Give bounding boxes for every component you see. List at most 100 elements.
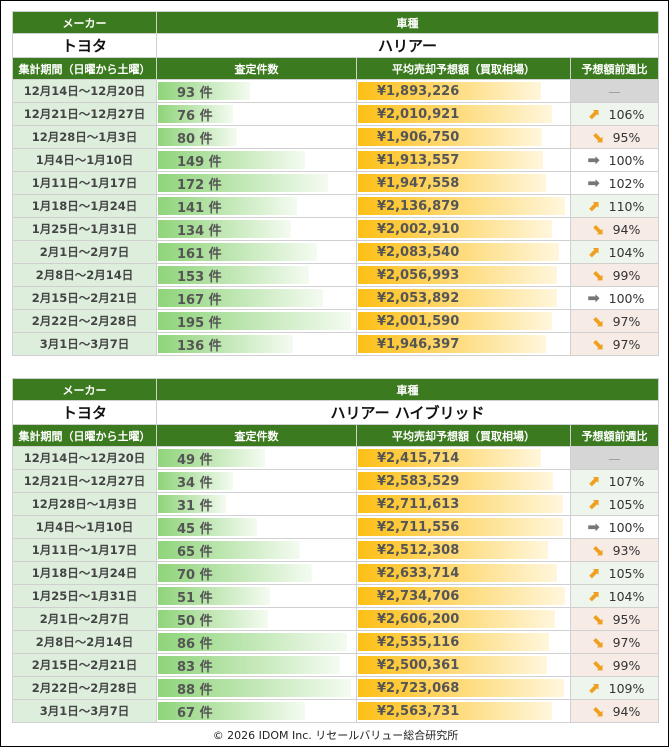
period-column-header: 集計期間（日曜から土曜）: [12, 424, 157, 447]
trend-down-arrow-icon: ⬊: [591, 633, 604, 651]
ratio-value: 106%: [608, 107, 645, 122]
count-bar: [158, 105, 234, 123]
price-bar: [358, 587, 565, 605]
price-cell: ¥2,136,879: [356, 194, 571, 218]
price-cell: ¥1,893,226: [356, 79, 571, 103]
ratio-value: 100%: [608, 291, 645, 306]
ratio-value: 104%: [608, 245, 645, 260]
maker-header: メーカー: [12, 378, 157, 401]
ratio-value: 104%: [608, 589, 645, 604]
price-value: ¥2,083,540: [377, 244, 460, 260]
price-cell: ¥2,535,116: [356, 630, 571, 654]
price-bar: [358, 105, 553, 123]
period-cell: 12月21日〜12月27日: [12, 469, 157, 493]
ratio-column-header: 予想額前週比: [569, 57, 660, 80]
count-bar: [158, 495, 227, 513]
trend-down-arrow-icon: ⬊: [591, 656, 604, 674]
count-value: 31 件: [177, 498, 213, 514]
count-cell: 93 件: [156, 79, 357, 103]
ratio-cell: ⬈ 104%: [569, 584, 660, 608]
ratio-value: 102%: [608, 176, 645, 191]
ratio-value: 99%: [612, 268, 641, 283]
table-row: 12月21日〜12月27日 76 件 ¥2,010,921 ⬈ 106%: [12, 102, 660, 126]
trend-flat-arrow-icon: ➡: [587, 289, 600, 307]
price-bar: [358, 289, 557, 307]
ratio-value: 93%: [612, 543, 641, 558]
count-cell: 195 件: [156, 309, 357, 333]
price-cell: ¥2,083,540: [356, 240, 571, 264]
price-cell: ¥2,512,308: [356, 538, 571, 562]
price-value: ¥2,711,613: [377, 496, 460, 512]
trend-up-arrow-icon: ⬈: [587, 679, 600, 697]
price-cell: ¥1,906,750: [356, 125, 571, 149]
ratio-cell: ⬈ 105%: [569, 561, 660, 585]
table-row: 2月8日〜2月14日 153 件 ¥2,056,993 ⬊ 99%: [12, 263, 660, 287]
period-cell: 12月28日〜1月3日: [12, 125, 157, 149]
model-header: 車種: [155, 378, 660, 401]
model-name: ハリアー ハイブリッド: [155, 400, 660, 425]
ratio-value: 99%: [612, 658, 641, 673]
count-bar: [158, 564, 312, 582]
table-row: 3月1日〜3月7日 67 件 ¥2,563,731 ⬊ 94%: [12, 699, 660, 723]
price-value: ¥1,893,226: [377, 83, 460, 99]
count-bar: [158, 633, 347, 651]
ratio-cell: ⬈ 109%: [569, 676, 660, 700]
count-value: 34 件: [177, 475, 213, 491]
count-bar: [158, 518, 257, 536]
count-value: 83 件: [177, 659, 213, 675]
count-value: 49 件: [177, 452, 213, 468]
ratio-value: 97%: [612, 635, 641, 650]
count-value: 86 件: [177, 636, 213, 652]
price-bar: [358, 197, 565, 215]
count-bar: [158, 472, 233, 490]
ratio-cell: ➡ 100%: [569, 286, 660, 310]
period-cell: 2月22日〜2月28日: [12, 676, 157, 700]
period-cell: 12月14日〜12月20日: [12, 446, 157, 470]
period-cell: 12月28日〜1月3日: [12, 492, 157, 516]
maker-name: トヨタ: [12, 33, 157, 58]
count-cell: 153 件: [156, 263, 357, 287]
price-bar: [358, 702, 552, 720]
trend-down-arrow-icon: ⬊: [591, 220, 604, 238]
trend-down-arrow-icon: ⬊: [591, 335, 604, 353]
count-value: 195 件: [177, 315, 222, 331]
ratio-cell: ⬈ 104%: [569, 240, 660, 264]
price-cell: ¥2,056,993: [356, 263, 571, 287]
price-bar: [358, 495, 563, 513]
price-value: ¥2,633,714: [377, 565, 460, 581]
count-cell: 50 件: [156, 607, 357, 631]
trend-down-arrow-icon: ⬊: [591, 312, 604, 330]
trend-flat-arrow-icon: ➡: [587, 518, 600, 536]
price-bar: [358, 151, 544, 169]
count-cell: 80 件: [156, 125, 357, 149]
ratio-cell: ⬊ 97%: [569, 332, 660, 356]
trend-down-arrow-icon: ⬊: [591, 702, 604, 720]
count-bar: [158, 679, 352, 697]
table-row: 12月14日〜12月20日 93 件 ¥1,893,226 —: [12, 79, 660, 103]
count-cell: 88 件: [156, 676, 357, 700]
ratio-cell: ⬊ 99%: [569, 263, 660, 287]
price-cell: ¥2,010,921: [356, 102, 571, 126]
table-row: 2月22日〜2月28日 195 件 ¥2,001,590 ⬊ 97%: [12, 309, 660, 333]
price-value: ¥2,136,879: [377, 198, 460, 214]
period-cell: 2月15日〜2月21日: [12, 653, 157, 677]
price-cell: ¥2,053,892: [356, 286, 571, 310]
price-value: ¥2,500,361: [377, 657, 460, 673]
price-value: ¥1,946,397: [377, 336, 460, 352]
price-value: ¥2,002,910: [377, 221, 460, 237]
table-row: 2月15日〜2月21日 167 件 ¥2,053,892 ➡ 100%: [12, 286, 660, 310]
ratio-value: 97%: [612, 314, 641, 329]
count-cell: 83 件: [156, 653, 357, 677]
price-value: ¥2,606,200: [377, 611, 460, 627]
table-row: 1月25日〜1月31日 51 件 ¥2,734,706 ⬈ 104%: [12, 584, 660, 608]
table-row: 2月1日〜2月7日 50 件 ¥2,606,200 ⬊ 95%: [12, 607, 660, 631]
count-bar: [158, 174, 329, 192]
price-bar: [358, 564, 557, 582]
price-cell: ¥2,711,556: [356, 515, 571, 539]
price-table-harrier-hybrid: メーカー 車種 トヨタ ハリアー ハイブリッド 集計期間（日曜から土曜） 査定件数 平均…: [12, 378, 660, 723]
count-bar: [158, 197, 298, 215]
price-value: ¥1,913,557: [377, 152, 460, 168]
price-value: ¥2,001,590: [377, 313, 460, 329]
price-cell: ¥2,723,068: [356, 676, 571, 700]
table-row: 12月21日〜12月27日 34 件 ¥2,583,529 ⬈ 107%: [12, 469, 660, 493]
